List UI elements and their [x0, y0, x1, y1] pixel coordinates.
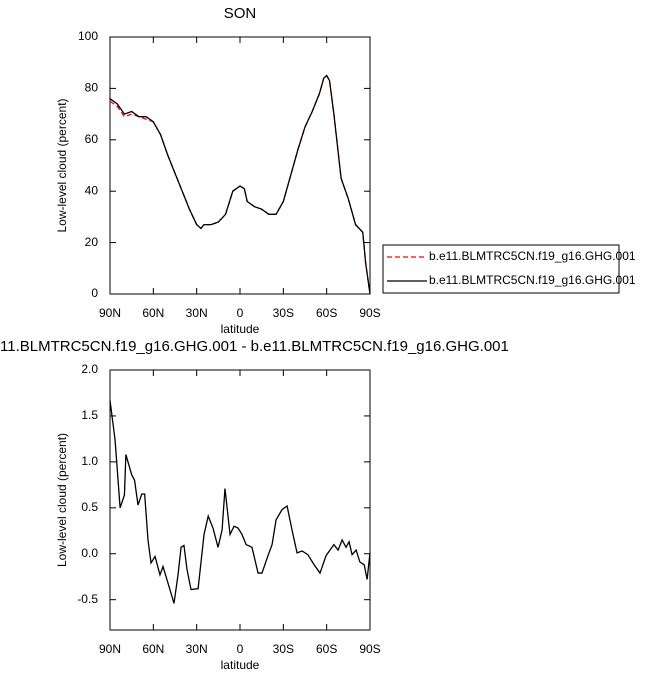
y-tick-label: 2.0	[81, 362, 98, 376]
x-axis-label: latitude	[221, 322, 260, 336]
y-tick-label: -0.5	[77, 592, 98, 606]
x-tick-label: 30N	[186, 642, 208, 656]
x-tick-label: 90N	[99, 642, 121, 656]
x-tick-label: 0	[237, 642, 244, 656]
x-tick-label: 60S	[316, 306, 337, 320]
data-line	[109, 74, 371, 295]
y-tick-label: 40	[85, 183, 99, 197]
x-tick-label: 30S	[273, 306, 294, 320]
legend-box	[382, 244, 620, 294]
x-tick-label: 90N	[99, 306, 121, 320]
y-tick-label: 80	[85, 81, 99, 95]
legend-label: b.e11.BLMTRC5CN.f19_g16.GHG.001	[429, 273, 636, 287]
data-line	[109, 400, 371, 604]
y-axis-label: Low-level cloud (percent)	[55, 433, 69, 567]
y-tick-label: 0.5	[81, 500, 98, 514]
chart-title: 11.BLMTRC5CN.f19_g16.GHG.001 - b.e11.BLM…	[0, 338, 509, 355]
y-axis-label: Low-level cloud (percent)	[55, 98, 69, 232]
x-tick-label: 60N	[142, 642, 164, 656]
y-tick-label: 0	[91, 286, 98, 300]
x-axis-label: latitude	[221, 658, 260, 672]
x-tick-label: 60S	[316, 642, 337, 656]
y-tick-label: 60	[85, 132, 99, 146]
y-tick-label: 1.5	[81, 408, 98, 422]
x-tick-label: 90S	[359, 306, 380, 320]
plot-frame	[109, 369, 371, 631]
x-tick-label: 90S	[359, 642, 380, 656]
plot-frame	[109, 36, 371, 295]
y-tick-label: 1.0	[81, 454, 98, 468]
x-tick-label: 30N	[186, 306, 208, 320]
x-tick-label: 30S	[273, 642, 294, 656]
data-line	[109, 74, 371, 295]
y-tick-label: 100	[78, 29, 98, 43]
legend-label: b.e11.BLMTRC5CN.f19_g16.GHG.001	[429, 249, 636, 263]
x-tick-label: 60N	[142, 306, 164, 320]
y-tick-label: 0.0	[81, 546, 98, 560]
x-tick-label: 0	[237, 306, 244, 320]
chart-title: SON	[224, 5, 257, 22]
y-tick-label: 20	[85, 235, 99, 249]
